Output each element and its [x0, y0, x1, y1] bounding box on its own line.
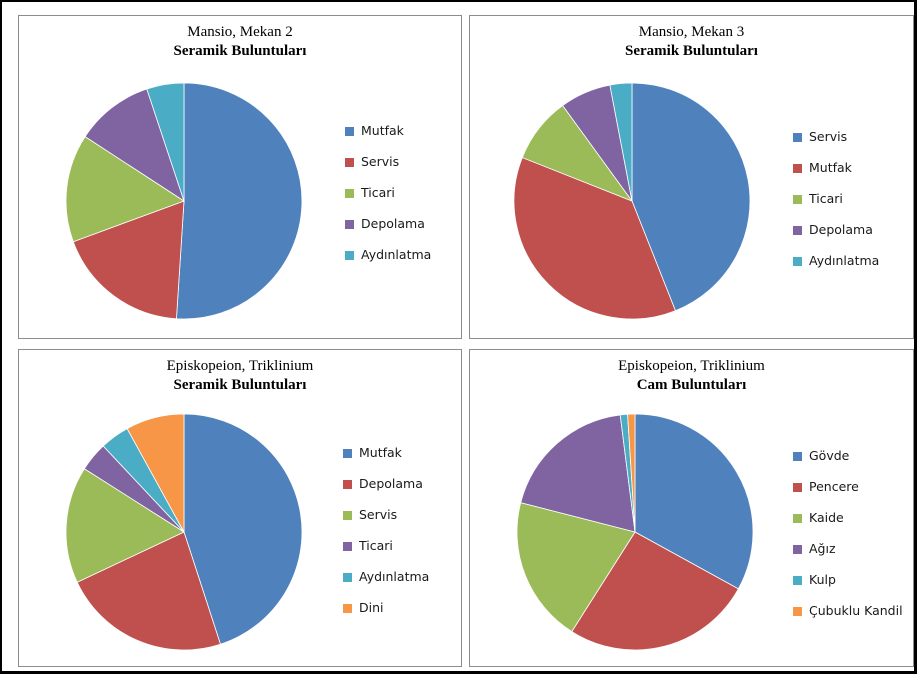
legend-label: Mutfak — [361, 123, 404, 138]
legend-swatch — [793, 257, 802, 266]
legend-swatch — [345, 158, 354, 167]
pie-slice-ticari — [65, 136, 185, 243]
chart-panel-mansio-mekan-2: Mansio, Mekan 2 Seramik Buluntuları Mutf… — [18, 15, 462, 339]
chart-title-line: Mansio, Mekan 3 — [638, 24, 745, 40]
legend-label: Ticari — [809, 191, 843, 206]
legend-swatch — [793, 483, 802, 492]
pie-chart — [65, 413, 303, 651]
legend-swatch — [345, 220, 354, 229]
legend-swatch — [345, 251, 354, 260]
chart-title-line: Mansio, Mekan 2 — [187, 24, 293, 40]
pie-chart — [65, 82, 303, 320]
chart-subtitle: Seramik Buluntuları — [173, 43, 307, 59]
pie-slice-çubuklu-kandil — [627, 413, 636, 533]
pie-slice-mutfak — [513, 157, 676, 320]
legend-label: Ticari — [361, 185, 395, 200]
pie-slice-pencere — [571, 531, 739, 651]
legend-swatch — [793, 607, 802, 616]
chart-title: Episkopeion, Triklinium Seramik Buluntul… — [19, 357, 461, 395]
legend-swatch — [343, 573, 352, 582]
pie-slice-servis — [65, 468, 185, 583]
legend-swatch — [343, 604, 352, 613]
legend-swatch — [793, 164, 802, 173]
legend-swatch — [793, 226, 802, 235]
legend-swatch — [793, 133, 802, 142]
chart-title-line: Episkopeion, Triklinium — [618, 358, 765, 374]
pie-slice-aydınlatma — [609, 82, 633, 202]
pie-slice-depolama — [76, 531, 221, 651]
chart-title: Mansio, Mekan 2 Seramik Buluntuları — [19, 23, 461, 61]
legend-swatch — [793, 545, 802, 554]
legend-label: Aydınlatma — [361, 247, 432, 262]
pie-slice-servis — [631, 82, 751, 312]
legend-label: Mutfak — [359, 445, 402, 460]
chart-title: Episkopeion, Triklinium Cam Buluntuları — [470, 357, 913, 395]
legend-label: Kaide — [809, 510, 844, 525]
chart-subtitle: Seramik Buluntuları — [625, 43, 758, 59]
pie-slice-kaide — [516, 502, 636, 633]
pie-chart — [516, 413, 754, 651]
chart-title-line: Episkopeion, Triklinium — [166, 358, 314, 374]
chart-subtitle: Seramik Buluntuları — [173, 377, 307, 393]
chart-title: Mansio, Mekan 3 Seramik Buluntuları — [470, 23, 913, 61]
pie-slice-dini — [126, 413, 185, 533]
legend-label: Servis — [809, 129, 848, 144]
legend-swatch — [343, 449, 352, 458]
legend-swatch — [345, 127, 354, 136]
chart-subtitle: Cam Buluntuları — [636, 377, 747, 393]
pie-slice-depolama — [84, 88, 185, 202]
legend-swatch — [345, 189, 354, 198]
pie-slice-gövde — [634, 413, 754, 590]
legend-label: Servis — [361, 154, 400, 169]
legend-swatch — [343, 542, 352, 551]
legend-swatch — [343, 511, 352, 520]
legend-label: Depolama — [361, 216, 425, 231]
legend-label: Kulp — [809, 572, 836, 587]
pie-slice-ağız — [520, 414, 636, 533]
chart-panel-episkopeion-cam: Episkopeion, Triklinium Cam Buluntuları … — [469, 349, 914, 667]
legend-label: Gövde — [809, 448, 850, 463]
pie-slice-servis — [72, 200, 185, 320]
legend-label: Aydınlatma — [809, 253, 880, 268]
legend-label: Dini — [359, 600, 384, 615]
legend-swatch — [793, 195, 802, 204]
legend-label: Ticari — [359, 538, 393, 553]
legend-swatch — [793, 576, 802, 585]
chart-panel-episkopeion-seramik: Episkopeion, Triklinium Seramik Buluntul… — [18, 349, 462, 667]
pie-chart — [513, 82, 751, 320]
legend-label: Ağız — [809, 541, 836, 556]
legend-swatch — [343, 480, 352, 489]
legend-label: Servis — [359, 507, 398, 522]
legend-swatch — [793, 452, 802, 461]
legend-label: Depolama — [809, 222, 873, 237]
legend-label: Depolama — [359, 476, 423, 491]
chart-panel-mansio-mekan-3: Mansio, Mekan 3 Seramik Buluntuları Serv… — [469, 15, 914, 339]
legend-label: Çubuklu Kandil — [809, 603, 903, 618]
legend-swatch — [793, 514, 802, 523]
legend-label: Aydınlatma — [359, 569, 430, 584]
legend-label: Mutfak — [809, 160, 852, 175]
pie-slice-mutfak — [183, 413, 303, 645]
pie-slice-aydınlatma — [146, 82, 185, 202]
legend-label: Pencere — [809, 479, 859, 494]
pie-slice-mutfak — [176, 82, 303, 320]
